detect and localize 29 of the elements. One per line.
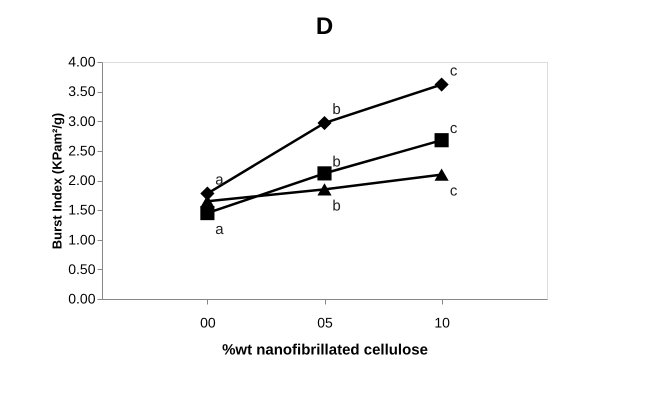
y-tick-label: 2.00	[68, 172, 96, 188]
x-tick-label: 10	[434, 314, 450, 330]
annotation: b	[332, 197, 341, 214]
annotation: c	[450, 120, 458, 138]
y-tick-label: 1.00	[68, 231, 96, 248]
y-tick-label: 3.00	[68, 112, 96, 129]
annotation: c	[450, 62, 458, 80]
point	[434, 168, 449, 181]
point	[434, 77, 449, 92]
y-tick-label: 2.50	[68, 142, 96, 158]
annotation: b	[332, 153, 341, 170]
x-axis-title: %wt nanofibrillated cellulose	[222, 342, 428, 358]
y-tick-label: 4.00	[68, 54, 96, 70]
y-tick-label: 0.00	[68, 290, 96, 306]
chart-title: D	[316, 13, 334, 40]
annotation: c	[450, 182, 458, 200]
annotation: b	[332, 101, 341, 118]
annotation: a	[215, 221, 224, 238]
x-tick-label: 05	[317, 314, 333, 330]
point	[317, 183, 332, 196]
annotation: a	[215, 172, 224, 189]
y-tick-label: 1.50	[68, 202, 96, 218]
y-tick-label: 0.50	[68, 260, 96, 277]
y-axis-title: Burst Index (KPam²/g)	[49, 112, 64, 250]
y-tick-label: 3.50	[68, 83, 96, 100]
point	[434, 133, 449, 148]
x-tick-label: 00	[200, 314, 216, 330]
point	[317, 116, 332, 130]
point	[317, 166, 332, 180]
